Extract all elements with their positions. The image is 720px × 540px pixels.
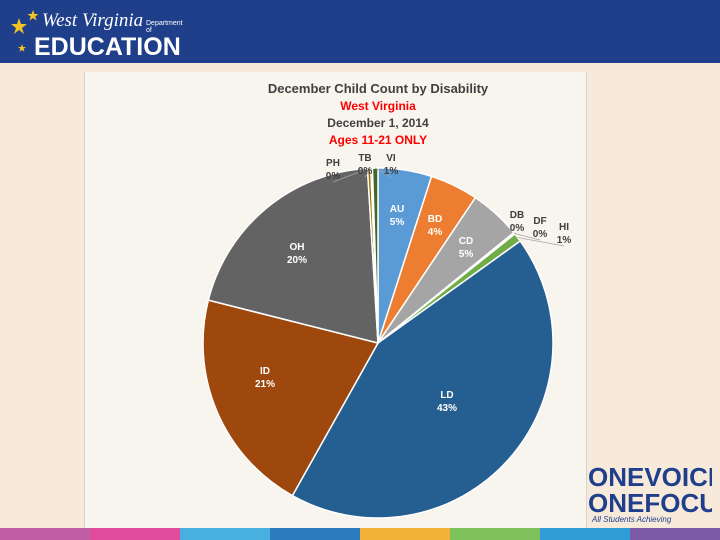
slice-label-ld: LD: [440, 390, 453, 401]
slice-label-au: AU: [390, 204, 404, 215]
stripe-segment: [0, 528, 90, 540]
wv-doe-logo: West Virginia Department of EDUCATION: [10, 4, 188, 60]
bottom-color-stripe: [0, 528, 720, 540]
leader-line-df: [514, 233, 541, 241]
slice-value-au: 5%: [390, 217, 405, 228]
leader-line-hi: [517, 237, 565, 247]
one-voice-text: ONEVOICE: [588, 462, 712, 492]
one-voice-one-focus-logo: ONEVOICE ONEFOCUS All Students Achieving: [588, 458, 712, 524]
slice-value-tb: 0%: [358, 166, 373, 177]
chart-subtitle: December 1, 2014: [327, 116, 429, 130]
slice-value-bd: 4%: [428, 227, 443, 238]
slice-label-tb: TB: [358, 153, 371, 164]
chart-panel: December Child Count by Disability West V…: [84, 72, 587, 540]
leader-line-vi: [375, 167, 392, 178]
one-focus-text: ONEFOCUS: [588, 488, 712, 518]
logo-line2: EDUCATION: [34, 33, 181, 60]
slice-label-oh: OH: [290, 242, 305, 253]
header-bar: West Virginia Department of EDUCATION: [0, 0, 720, 63]
stripe-segment: [360, 528, 450, 540]
pie-slice-ld: [291, 239, 554, 519]
chart-title: December Child Count by Disability: [268, 81, 489, 96]
leader-line-tb: [364, 167, 372, 178]
slice-label-ph: PH: [326, 158, 340, 169]
slice-value-hi: 1%: [557, 235, 572, 246]
logo-line1: West Virginia: [42, 10, 143, 31]
star-icon: [11, 10, 39, 52]
slice-value-id: 21%: [255, 379, 275, 390]
slice-value-oh: 20%: [287, 255, 307, 266]
stripe-segment: [540, 528, 630, 540]
slice-label-cd: CD: [459, 236, 473, 247]
slice-value-vi: 1%: [384, 166, 399, 177]
slice-value-db: 0%: [510, 223, 525, 234]
slice-label-df: DF: [533, 216, 546, 227]
stripe-segment: [450, 528, 540, 540]
pie-chart: December Child Count by Disability West V…: [202, 81, 572, 519]
slice-value-df: 0%: [533, 229, 548, 240]
tagline-text: All Students Achieving: [591, 515, 672, 524]
logo-dept-line1: Department: [146, 20, 183, 27]
slice-label-db: DB: [510, 210, 524, 221]
slice-label-hi: HI: [559, 222, 569, 233]
slice-value-cd: 5%: [459, 249, 474, 260]
chart-subtitle: Ages 11-21 ONLY: [329, 133, 427, 147]
stripe-segment: [630, 528, 720, 540]
slice-label-bd: BD: [428, 214, 442, 225]
chart-subtitle: West Virginia: [340, 99, 416, 113]
slice-label-vi: VI: [386, 153, 396, 164]
pie-slice-oh: [207, 167, 379, 344]
logo-dept-line2: of: [146, 27, 152, 34]
stripe-segment: [90, 528, 180, 540]
pie-slice-id: [202, 299, 380, 497]
leader-line-ph: [332, 167, 370, 183]
wv-doe-logo-graphic: West Virginia Department of EDUCATION: [11, 10, 183, 60]
stripe-segment: [180, 528, 270, 540]
slice-value-ld: 43%: [437, 403, 457, 414]
stripe-segment: [270, 528, 360, 540]
slice-value-ph: 0%: [326, 171, 341, 182]
slice-label-id: ID: [260, 366, 270, 377]
